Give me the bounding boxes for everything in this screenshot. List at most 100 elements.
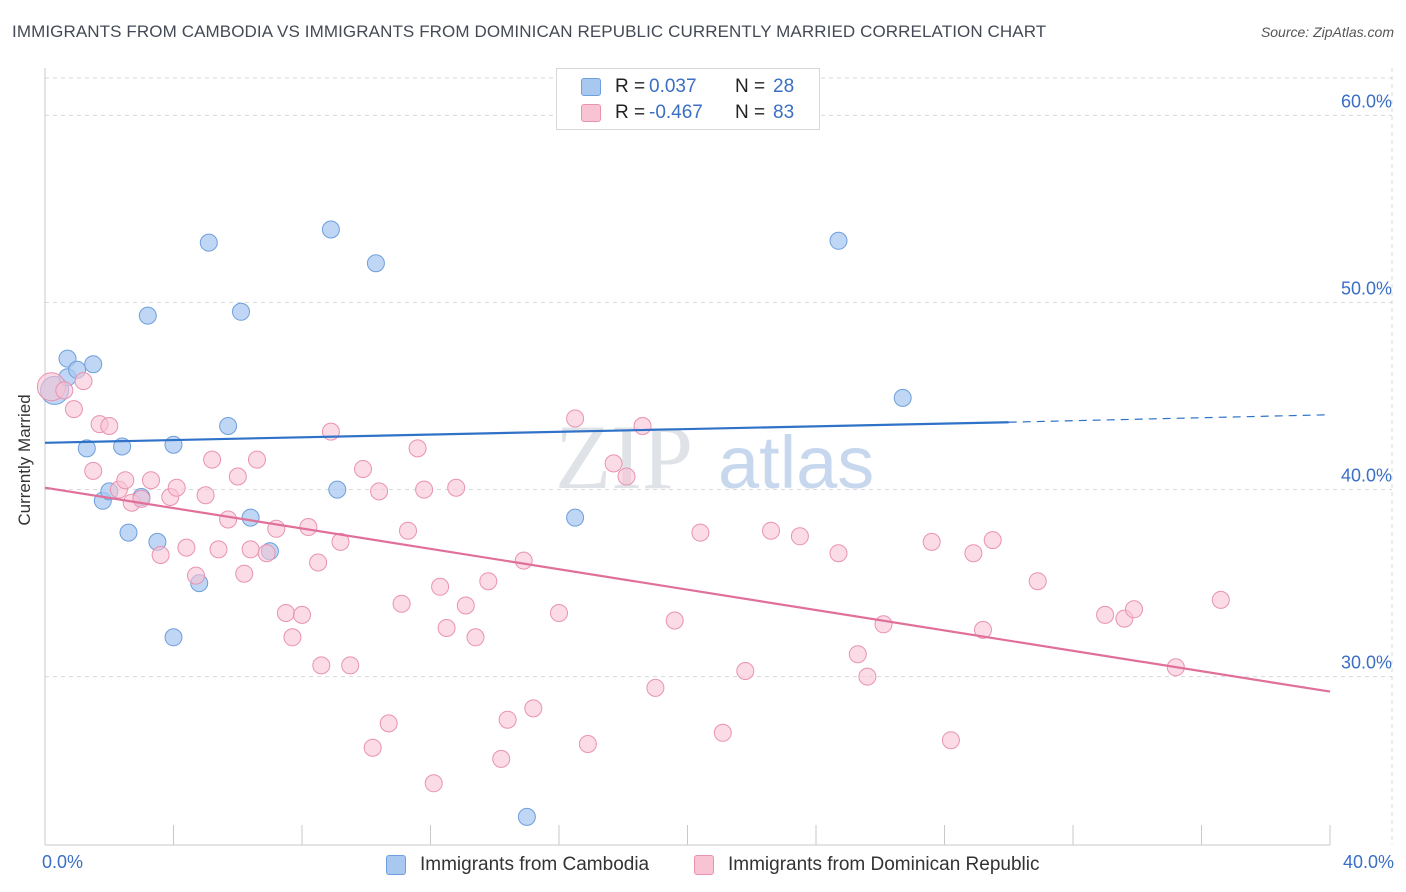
point-dominican [370,482,389,501]
legend-item-dominican[interactable]: Immigrants from Dominican Republic [694,850,1040,880]
point-dominican [312,656,331,675]
point-cambodia [232,302,250,321]
point-cambodia [199,233,218,252]
point-cambodia [366,254,385,273]
point-dominican [1028,572,1047,591]
point-dominican [713,723,732,742]
point-dominican [665,611,684,630]
point-dominican [479,572,498,591]
axes [44,68,1331,846]
point-cambodia [138,306,157,325]
point-dominican [983,531,1002,550]
point-dominican [858,667,877,686]
point-dominican [514,551,533,570]
legend-label-dominican: Immigrants from Dominican Republic [728,854,1040,875]
point-dominican [235,564,254,583]
point-cambodia [321,220,340,239]
point-cambodia [164,628,183,647]
y-tick-label: 30.0% [1341,653,1392,673]
point-dominican [617,467,636,486]
legend-item-cambodia[interactable]: Immigrants from Cambodia [386,850,649,880]
point-dominican [84,461,103,480]
gridlines [45,68,1393,845]
point-dominican [874,615,893,634]
legend-swatch-cambodia [581,78,601,96]
point-dominican [241,540,260,559]
y-tick-label: 40.0% [1341,466,1392,486]
legend-r-label: R = [615,102,646,123]
point-dominican [456,596,475,615]
point-dominican [248,450,266,469]
point-cambodia [328,480,347,499]
legend-swatch-dominican [581,104,601,122]
trend-lines [44,414,1331,693]
point-cambodia [77,439,96,458]
point-dominican [293,605,311,624]
y-tick-labels: 30.0% 40.0% 50.0% 60.0% [1341,91,1392,672]
point-dominican [341,656,360,675]
series-legend: Immigrants from Cambodia Immigrants from… [0,850,1406,880]
point-dominican [187,566,205,585]
point-dominican [848,645,867,664]
point-dominican [399,521,417,540]
point-dominican [257,544,276,563]
point-dominican [736,662,755,680]
data-points [36,220,1230,826]
point-dominican [363,738,382,757]
point-dominican [203,450,222,469]
point-dominican [276,604,295,622]
point-dominican [691,523,710,542]
point-dominican [379,714,398,733]
point-dominican [424,774,443,793]
point-dominican [646,678,665,697]
point-dominican [431,577,450,596]
source-credit: Source: ZipAtlas.com [1260,24,1394,40]
point-cambodia [566,508,585,527]
point-dominican [604,454,623,473]
point-cambodia [829,231,848,250]
point-dominican [974,620,992,639]
chart-title: IMMIGRANTS FROM CAMBODIA VS IMMIGRANTS F… [12,22,1047,41]
point-dominican [392,594,411,613]
point-cambodia [84,355,103,374]
point-dominican [177,538,196,557]
point-dominican [228,467,247,486]
point-cambodia [119,523,138,542]
point-dominican [408,439,427,458]
point-dominican [1211,590,1230,609]
point-dominican [196,486,215,505]
point-dominican [219,510,238,529]
legend-n-label: N = [735,76,766,97]
point-dominican [550,604,568,622]
point-dominican [964,544,983,563]
legend-r-value: 0.037 [649,76,697,97]
point-dominican [209,540,228,559]
point-dominican [790,527,809,546]
point-dominican [941,731,960,750]
point-dominican [437,619,456,637]
legend-n-value: 83 [773,102,795,123]
point-dominican [498,710,517,729]
point-dominican [64,400,83,419]
point-dominican [922,532,941,551]
trend-line-cambodia-extension [1008,414,1331,423]
point-dominican [466,628,485,647]
point-dominican [151,546,170,564]
legend-row-dominican: R = -0.467 N = 83 [581,100,794,126]
x-tick-min: 0.0% [42,852,84,872]
legend-n-label: N = [735,102,766,123]
point-cambodia [893,388,912,407]
point-dominican [331,532,350,551]
point-dominican [566,409,585,428]
legend-row-cambodia: R = 0.037 N = 28 [581,74,794,100]
x-tick-max: 40.0% [1342,852,1394,872]
point-dominican [354,460,372,478]
point-dominican [762,521,780,540]
point-dominican [829,544,848,563]
legend-swatch-cambodia [386,855,406,875]
point-cambodia [219,417,238,435]
point-dominican [524,699,543,718]
point-dominican [299,518,318,536]
point-cambodia [164,435,183,454]
